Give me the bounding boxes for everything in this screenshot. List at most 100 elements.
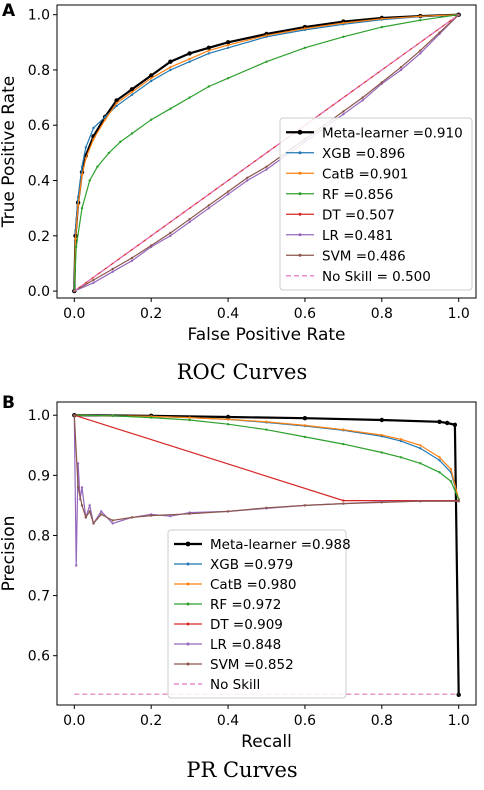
series-point-0-1 (169, 68, 172, 72)
series-point-0-2 (103, 118, 107, 121)
series-point-0-3 (265, 60, 268, 63)
series-point-0-3 (342, 35, 345, 38)
series-point-1-3 (265, 428, 268, 431)
x-tick-label-0-1: 0.2 (140, 306, 162, 322)
series-point-0-5 (399, 68, 403, 72)
x-tick-label-1-4: 0.8 (371, 713, 393, 729)
y-tick-label-0-0: 0.0 (28, 284, 50, 300)
y-tick-label-0-1: 0.2 (28, 229, 50, 245)
legend-0: Meta-learner =0.910 XGB =0.896 CatB =0.901… (279, 117, 473, 291)
series-point-1-6 (342, 502, 345, 505)
series-point-0-2 (188, 57, 191, 61)
series-point-1-3 (150, 416, 153, 419)
series-point-0-6 (246, 176, 249, 179)
series-point-0-0 (168, 59, 173, 64)
series-point-1-6 (76, 486, 80, 489)
series-point-1-0 (302, 416, 308, 421)
series-point-0-2 (265, 34, 268, 37)
series-point-1-0 (445, 420, 450, 426)
y-tick-label-0-5: 1.0 (28, 8, 50, 24)
series-point-0-0 (114, 98, 119, 103)
series-point-1-2 (399, 438, 403, 441)
legend-marker-1-0 (185, 541, 191, 547)
series-point-1-1 (438, 459, 441, 462)
series-point-0-1 (226, 46, 230, 49)
legend-label-1-3: RF =0.972 (210, 597, 281, 613)
series-point-0-6 (169, 231, 172, 235)
series-point-0-2 (115, 101, 118, 105)
series-point-0-3 (169, 107, 172, 110)
x-tick-label-0-2: 0.4 (217, 306, 239, 322)
series-point-0-2 (380, 17, 383, 20)
series-point-1-6 (150, 514, 153, 517)
series-point-0-0 (129, 87, 135, 92)
series-point-1-3 (111, 414, 114, 417)
legend-label-0-6: SVM =0.486 (322, 248, 406, 264)
series-point-1-6 (100, 513, 103, 516)
series-point-1-3 (226, 423, 230, 426)
series-point-0-3 (88, 179, 91, 182)
series-point-1-6 (80, 504, 84, 507)
legend-label-0-5: LR =0.481 (322, 228, 393, 244)
legend-label-1-4: DT =0.909 (210, 617, 283, 633)
y-tick-label-1-4: 1.0 (28, 408, 50, 424)
series-point-0-6 (361, 96, 364, 99)
series-point-1-3 (438, 471, 441, 474)
series-point-1-0 (452, 422, 458, 427)
series-point-0-3 (107, 151, 111, 155)
series-point-0-6 (399, 66, 403, 69)
series-point-1-5 (169, 515, 172, 518)
series-point-1-6 (130, 516, 134, 519)
legend-marker-0-3 (298, 192, 302, 196)
y-tick-label-1-0: 0.6 (28, 649, 50, 665)
series-line-0-2 (73, 14, 459, 292)
legend-box-1 (167, 529, 347, 699)
series-point-0-6 (438, 31, 441, 34)
series-point-0-5 (92, 281, 95, 284)
series-point-1-1 (419, 447, 422, 450)
series-point-0-5 (188, 220, 191, 224)
x-tick-label-0-4: 0.8 (371, 306, 393, 322)
series-point-0-1 (207, 52, 210, 55)
series-point-0-2 (169, 66, 172, 69)
legend-label-0-7: No Skill = 0.500 (322, 269, 431, 285)
series-point-0-2 (342, 21, 345, 25)
legend-1: Meta-learner =0.988 XGB =0.979 CatB =0.980… (167, 529, 351, 699)
series-point-0-3 (419, 19, 422, 22)
x-tick-label-1-1: 0.2 (140, 713, 162, 729)
series-point-1-2 (419, 444, 422, 447)
series-point-0-1 (80, 165, 84, 168)
series-point-0-2 (80, 173, 84, 177)
series-point-0-1 (103, 115, 107, 119)
series-line-0-0 (73, 13, 459, 292)
series-point-1-5 (88, 504, 91, 507)
legend-marker-0-6 (298, 253, 302, 257)
plot-frame-0 (56, 4, 477, 299)
series-point-1-6 (419, 500, 422, 503)
series-point-0-6 (419, 49, 422, 52)
legend-marker-0-0 (297, 129, 303, 135)
series-point-1-6 (303, 504, 307, 507)
legend-label-1-5: LR =0.848 (210, 637, 281, 653)
series-point-1-3 (399, 456, 403, 459)
series-point-0-2 (92, 137, 95, 141)
series-point-0-2 (76, 204, 80, 207)
y-axis-label-1: Precision (0, 516, 19, 592)
series-point-0-2 (74, 237, 77, 240)
legend-box-0 (279, 117, 473, 291)
y-tick-label-1-1: 0.7 (28, 589, 50, 605)
series-point-0-6 (130, 256, 134, 260)
series-point-0-1 (130, 93, 134, 97)
legend-marker-1-6 (186, 662, 190, 666)
chart-0: 0.0 0.2 0.4 0.6 0.8 1.0 0.0 0.2 0.4 0.6 0.8 1.0 Fals… (0, 4, 477, 345)
series-line-0-7 (73, 14, 460, 292)
series-point-1-5 (111, 522, 114, 525)
legend-label-1-1: XGB =0.979 (210, 557, 293, 573)
x-axis-label-1: Recall (241, 732, 292, 752)
series-point-0-3 (303, 46, 307, 49)
series-point-1-3 (449, 480, 453, 483)
series-point-0-2 (226, 43, 230, 47)
series-point-0-3 (96, 165, 99, 168)
series-point-0-2 (150, 77, 153, 80)
